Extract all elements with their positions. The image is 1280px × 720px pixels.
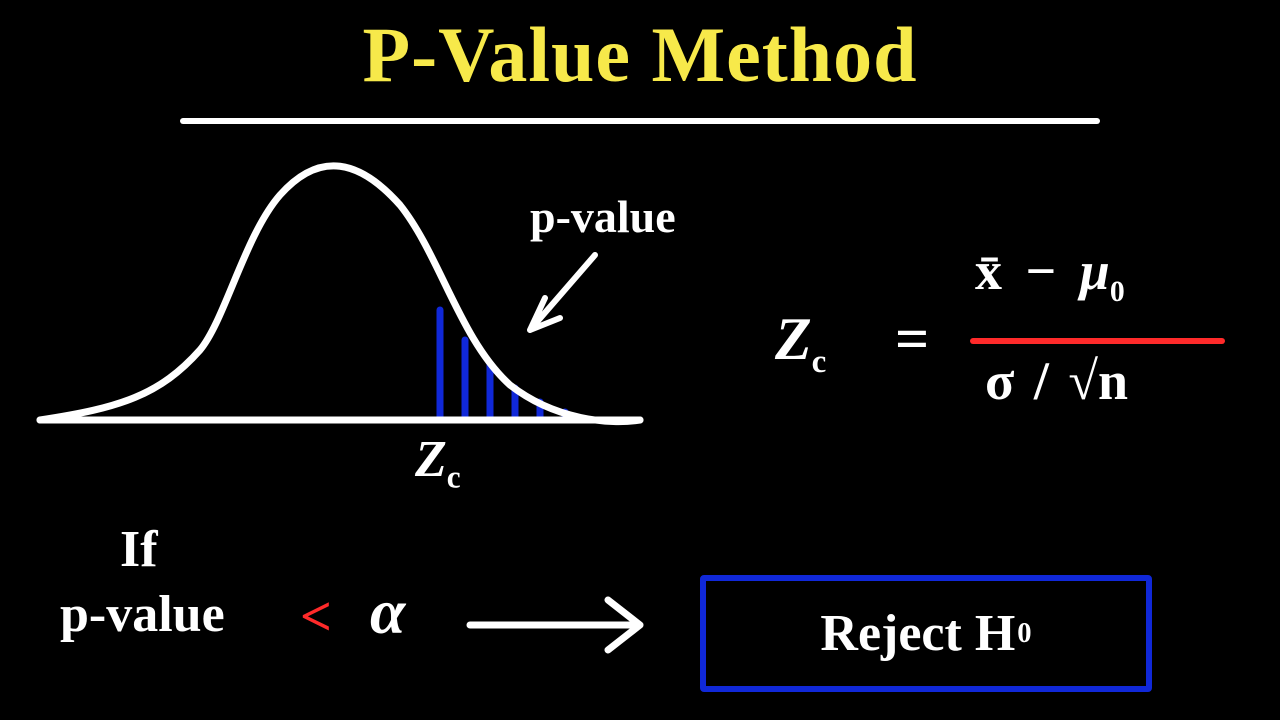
- p-value-arrow: [530, 255, 595, 330]
- reject-h0-box: Reject H0: [700, 575, 1152, 692]
- formula-fraction-bar: [970, 338, 1225, 344]
- less-than-symbol: <: [300, 585, 332, 649]
- slide-canvas: P-Value Method p-value Zc Zc = x̄ − μ0 σ…: [0, 0, 1280, 720]
- formula-numerator: x̄ − μ0: [975, 240, 1125, 309]
- alpha-symbol: α: [370, 575, 405, 649]
- zc-axis-label: Zc: [415, 430, 461, 495]
- p-value-text: p-value: [60, 585, 225, 644]
- formula-denominator: σ / √n: [985, 350, 1128, 412]
- formula-lhs-zc: Zc: [775, 305, 826, 381]
- if-text: If: [120, 520, 158, 579]
- formula-equals: =: [895, 305, 929, 374]
- reject-h0-text: Reject H: [820, 604, 1015, 663]
- implies-arrow: [470, 600, 640, 650]
- p-value-label: p-value: [530, 190, 676, 243]
